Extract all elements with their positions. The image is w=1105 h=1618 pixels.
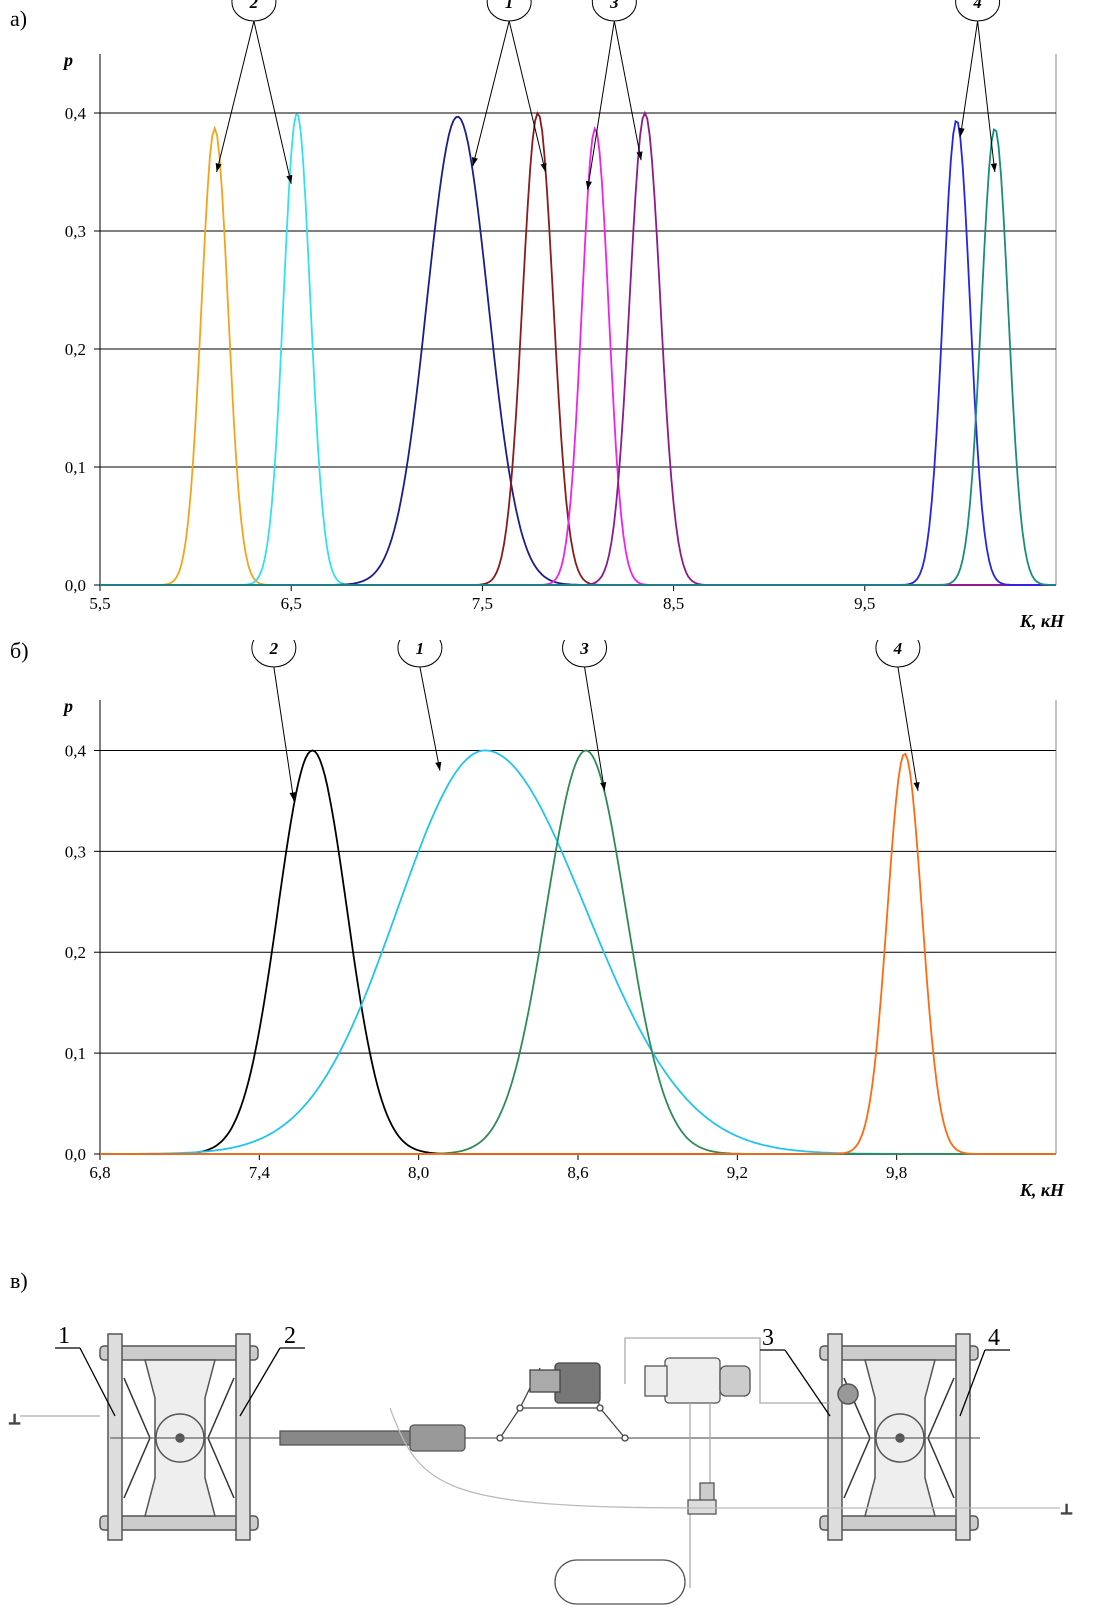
reservoir xyxy=(554,1559,686,1605)
x-tick-label: 8,0 xyxy=(408,1163,429,1182)
callout-leader xyxy=(216,20,255,173)
y-tick-label: 0,4 xyxy=(65,741,87,760)
callout-arrowhead xyxy=(289,792,296,801)
callout-arrowhead xyxy=(435,761,442,771)
x-tick-label: 6,8 xyxy=(89,1163,110,1182)
x-axis-label: K, кН xyxy=(1019,1180,1065,1200)
x-tick-label: 7,4 xyxy=(249,1163,271,1182)
y-tick-label: 0,1 xyxy=(65,458,86,477)
series-curve-7 xyxy=(100,119,1056,586)
series-curve-4 xyxy=(100,752,1056,1155)
callout-label: 2 xyxy=(249,0,259,12)
diagram-labels xyxy=(55,1347,1010,1417)
callout-label: 1 xyxy=(416,640,425,658)
callout-label: 3 xyxy=(609,0,619,12)
y-tick-label: 0,2 xyxy=(65,943,86,962)
callout-arrowhead xyxy=(540,163,547,172)
callout-arrowhead xyxy=(958,127,965,137)
left-wheel-2 xyxy=(235,1333,251,1541)
y-tick-label: 0,3 xyxy=(65,842,86,861)
x-tick-label: 9,5 xyxy=(854,594,875,613)
callout-label: 4 xyxy=(893,640,903,658)
callout-arrowhead xyxy=(913,781,920,791)
chart-a: 0,0 0,1 0,2 0,3 0,4 5,5 6,5 7,5 8,5 9,5 p K, кН 2 1 3 4 xyxy=(62,0,1065,631)
panel-label-c: в) xyxy=(10,1268,28,1293)
series-curve-5 xyxy=(100,126,1056,586)
callout-leader xyxy=(419,666,441,771)
callout-label: 3 xyxy=(579,640,589,658)
callout-leader xyxy=(613,20,642,161)
diagram-label-1: 1 xyxy=(58,1323,70,1349)
callout-label: 2 xyxy=(269,640,279,658)
panel-label-a: а) xyxy=(10,6,28,31)
x-tick-label: 7,5 xyxy=(472,594,493,613)
callout-leader xyxy=(508,20,546,173)
callout-leader xyxy=(977,20,996,173)
callout-arrowhead xyxy=(600,781,607,791)
series-curve-1 xyxy=(100,125,1056,586)
chart-b: 0,0 0,1 0,2 0,3 0,4 6,8 7,4 8,0 8,6 9,2 9,8 p K, кН 2… xyxy=(62,640,1065,1200)
callout-label: 1 xyxy=(505,0,514,12)
callout-arrowhead xyxy=(990,163,997,172)
callout-leader xyxy=(273,666,295,801)
callout-arrowhead xyxy=(636,151,643,161)
x-tick-label: 9,8 xyxy=(886,1163,907,1182)
callout-leader xyxy=(584,666,606,791)
brake-cylinder xyxy=(554,1362,601,1404)
y-tick-label: 0,1 xyxy=(65,1044,86,1063)
svg-text:⊥: ⊥ xyxy=(1060,1503,1073,1518)
panel-label-b: б) xyxy=(10,638,29,663)
series-curve-8 xyxy=(100,128,1056,586)
svg-text:⊥: ⊥ xyxy=(8,1413,21,1428)
series-curve-3 xyxy=(100,115,1056,586)
x-tick-label: 8,5 xyxy=(663,594,684,613)
y-tick-label: 0,4 xyxy=(65,104,87,123)
callout-leader xyxy=(587,20,615,190)
callout-arrowhead xyxy=(286,174,293,184)
x-tick-label: 6,5 xyxy=(281,594,302,613)
right-wheel-3 xyxy=(827,1333,843,1541)
x-tick-label: 8,6 xyxy=(567,1163,588,1182)
callout-arrowhead xyxy=(215,163,222,172)
x-axis-label: K, кН xyxy=(1019,611,1065,631)
diagram-label-4: 4 xyxy=(988,1325,1000,1351)
y-axis-label: p xyxy=(62,696,73,716)
callout-leader xyxy=(253,20,292,184)
brake-rig-diagram: ⊥ ⊥ 1 2 3 4 xyxy=(7,1323,1074,1605)
y-axis-label: p xyxy=(62,50,73,70)
air-distributor xyxy=(664,1357,721,1404)
brake-rod xyxy=(279,1430,411,1446)
y-tick-label: 0,0 xyxy=(65,1145,86,1164)
x-tick-label: 9,2 xyxy=(727,1163,748,1182)
callout-label: 4 xyxy=(972,0,982,12)
series-curve-2 xyxy=(100,112,1056,586)
callout-arrowhead xyxy=(471,157,478,167)
callout-leader xyxy=(959,20,979,137)
callout-arrowhead xyxy=(585,180,592,190)
left-bogie xyxy=(99,1333,259,1541)
callout-leader xyxy=(472,20,510,167)
y-tick-label: 0,2 xyxy=(65,340,86,359)
x-tick-label: 5,5 xyxy=(89,594,110,613)
y-tick-label: 0,3 xyxy=(65,222,86,241)
diagram-label-2: 2 xyxy=(284,1323,296,1349)
callout-leader xyxy=(897,666,919,791)
slack-adjuster xyxy=(409,1424,466,1452)
diagram-label-3: 3 xyxy=(762,1325,774,1351)
y-tick-label: 0,0 xyxy=(65,576,86,595)
brake-rigging: ⊥ ⊥ xyxy=(7,1337,1074,1605)
right-wheel-4 xyxy=(955,1333,971,1541)
right-bogie xyxy=(819,1333,979,1541)
left-wheel-1 xyxy=(107,1333,123,1541)
